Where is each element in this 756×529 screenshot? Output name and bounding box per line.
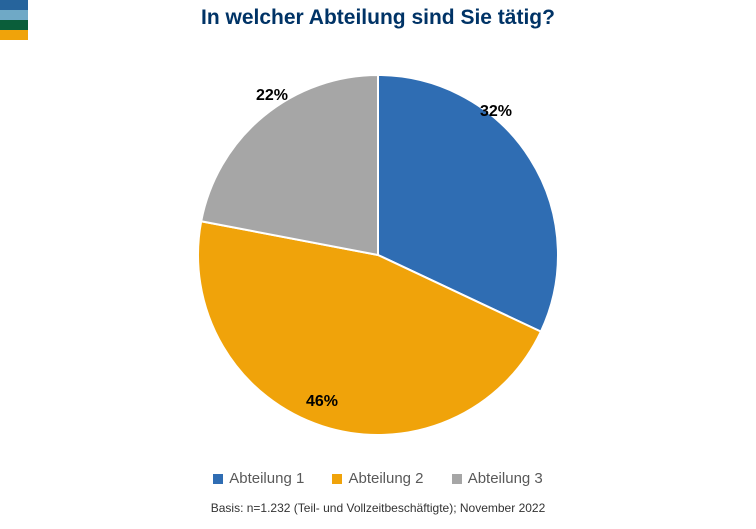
- chart-title: In welcher Abteilung sind Sie tätig?: [0, 6, 756, 30]
- slice-label-abteilung-2: 46%: [306, 393, 338, 411]
- legend-text-abteilung-2: Abteilung 2: [348, 470, 423, 487]
- legend-marker-abteilung-2: [332, 474, 342, 484]
- legend-item-abteilung-2: Abteilung 2: [332, 470, 423, 487]
- slice-label-abteilung-3: 22%: [256, 87, 288, 105]
- legend-item-abteilung-3: Abteilung 3: [452, 470, 543, 487]
- pie-chart: 32% 46% 22%: [178, 55, 578, 455]
- legend-item-abteilung-1: Abteilung 1: [213, 470, 304, 487]
- legend-text-abteilung-3: Abteilung 3: [468, 470, 543, 487]
- legend: Abteilung 1 Abteilung 2 Abteilung 3: [0, 470, 756, 487]
- legend-marker-abteilung-3: [452, 474, 462, 484]
- legend-marker-abteilung-1: [213, 474, 223, 484]
- stripe-4: [0, 30, 28, 40]
- footnote: Basis: n=1.232 (Teil- und Vollzeitbeschä…: [0, 501, 756, 515]
- legend-text-abteilung-1: Abteilung 1: [229, 470, 304, 487]
- slice-label-abteilung-1: 32%: [480, 103, 512, 121]
